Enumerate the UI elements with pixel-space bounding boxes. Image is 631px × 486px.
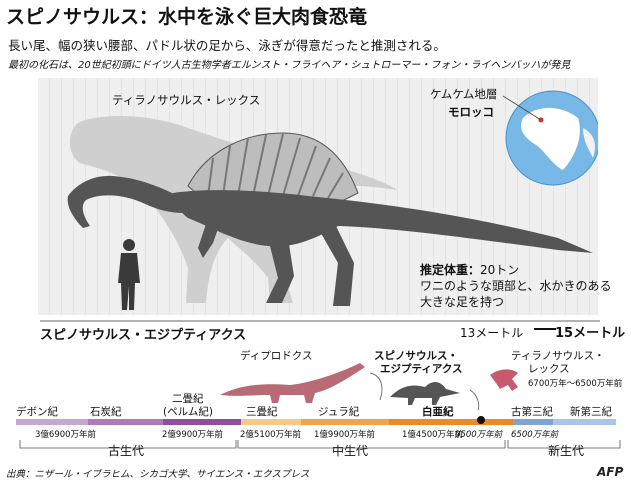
length-arrow	[534, 328, 556, 330]
weight-info: 推定体重：20トン ワニのような頭部と、水かきのある 大きな足を持つ	[420, 262, 612, 310]
bar-jurassic	[301, 419, 389, 425]
bar-devonian	[16, 419, 88, 425]
subtitle: 長い尾、幅の狭い腰部、パドル状の足から、泳ぎが得意だったと推測される。	[8, 38, 446, 53]
era-mesozoic: 中生代	[332, 444, 369, 458]
timeline-silhouettes	[220, 363, 518, 411]
discovery-note: 最初の化石は、20世紀初頭にドイツ人古生物学者エルンスト・フライヘア・シュトロー…	[8, 60, 571, 71]
bar-neogene	[553, 419, 616, 425]
spino-skull	[67, 175, 183, 228]
spino-timeline-label-2: エジプティアクス	[380, 363, 463, 375]
spino-timeline-label-1: スピノサウルス・	[374, 350, 458, 362]
bar-cretaceous	[389, 419, 513, 425]
weight-label: 推定体重：	[420, 263, 481, 277]
diplodocus-label: ディプロドクス	[240, 350, 313, 362]
date-369: 3億6900万年前	[35, 430, 97, 440]
trex-mini-silhouette	[490, 369, 518, 391]
period-triassic: 三畳紀	[246, 406, 278, 418]
human-silhouette	[118, 239, 140, 310]
period-permian-alt: (ペルム紀)	[163, 406, 213, 418]
weight-description-1: ワニのような頭部と、水かきのある	[420, 279, 612, 293]
period-paleogene: 古第三紀	[511, 406, 553, 418]
era-cenozoic: 新生代	[548, 444, 585, 458]
period-neogene: 新第三紀	[570, 406, 612, 418]
spinosaurus-name: スピノサウルス・エジプティアクス	[40, 328, 247, 343]
trex-timeline-label-2: レックス	[528, 363, 570, 375]
location-country: モロッコ	[448, 105, 494, 119]
location-formation: ケムケム地層	[430, 87, 498, 101]
afp-logo: AFP	[597, 465, 624, 479]
length-13m: 13メートル	[460, 326, 524, 340]
spino-body	[172, 190, 593, 253]
period-devonian: デボン紀	[16, 406, 58, 418]
spino-mini-silhouette	[390, 381, 460, 405]
source-credit: 出典：ニザール・イブラヒム、シカゴ大学、サイエンス・エクスプレス	[6, 469, 310, 480]
weight-description-2: 大きな足を持つ	[420, 295, 505, 309]
date-299: 2億9900万年前	[162, 430, 224, 440]
diplodocus-silhouette	[220, 363, 365, 403]
bar-permian	[163, 419, 241, 425]
spino-legs	[198, 218, 354, 306]
date-145: 1億4500万年前	[402, 430, 464, 440]
spino-timeline-marker	[477, 416, 485, 424]
illustration-panel	[38, 78, 598, 315]
era-brackets	[19, 440, 621, 449]
trex-label: ティラノサウルス・レックス	[112, 93, 261, 107]
period-cretaceous: 白亜紀	[422, 406, 454, 418]
trex-timeline-label-1: ティラノサウルス・	[511, 350, 605, 362]
date-65: 6500万年前	[511, 430, 559, 440]
spinosaurus-skeleton	[67, 132, 593, 306]
bar-triassic	[241, 419, 301, 425]
date-199: 1億9900万年前	[314, 430, 376, 440]
bar-paleogene	[513, 419, 553, 425]
length-scale	[40, 320, 600, 322]
weight-value: 20トン	[480, 263, 520, 277]
globe-icon	[505, 90, 598, 186]
sail	[187, 132, 359, 204]
bar-carboniferous	[88, 419, 163, 425]
date-251: 2億5100万年前	[240, 430, 302, 440]
period-permian: 二畳紀	[172, 393, 204, 405]
trex-timeline-range: 6700万年～6500万年前	[528, 379, 623, 389]
date-95: 9500万年前	[455, 430, 503, 440]
timeline-bar	[16, 419, 616, 425]
page-title: スピノサウルス：水中を泳ぐ巨大肉食恐竜	[6, 6, 368, 28]
era-paleozoic: 古生代	[108, 444, 145, 458]
period-jurassic: ジュラ紀	[318, 406, 360, 418]
length-15m: 15メートル	[555, 326, 626, 341]
period-carboniferous: 石炭紀	[90, 406, 122, 418]
